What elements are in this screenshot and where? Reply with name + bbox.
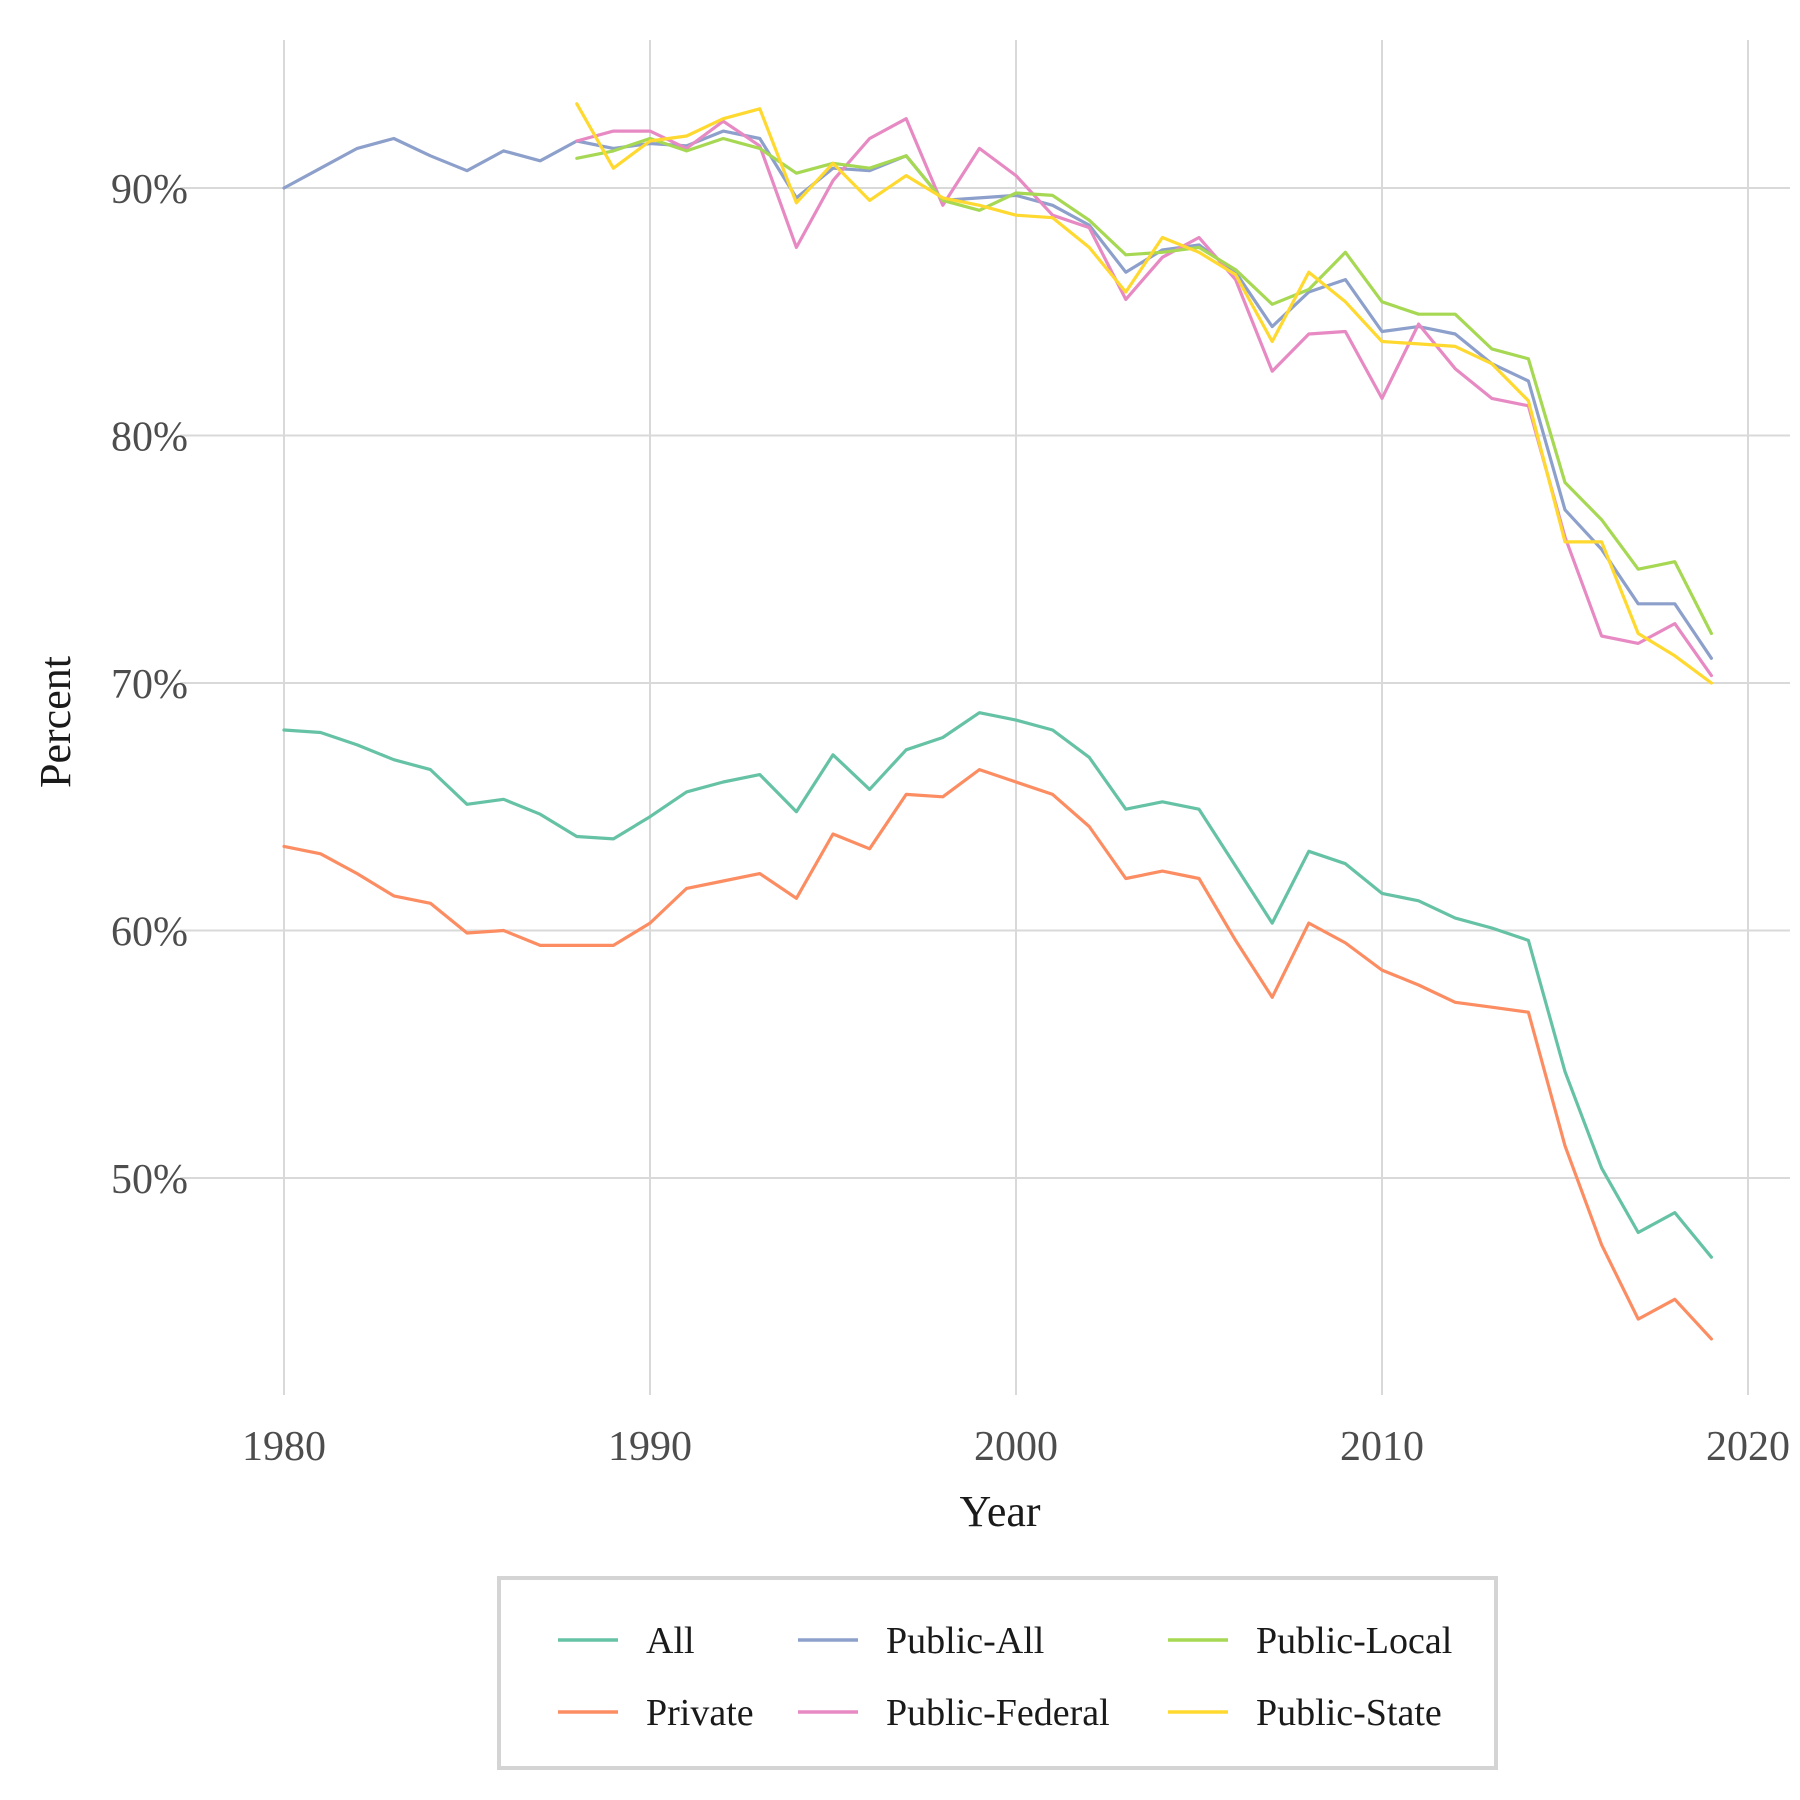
legend-label-public-federal: Public-Federal: [886, 1692, 1110, 1734]
tick-layer: 1980 1990 2000 2010 2020 50% 60% 70% 80% 90%: [111, 167, 1790, 1470]
legend-item-public-state: Public-State: [1168, 1692, 1442, 1734]
y-tick-label-70: 70%: [111, 662, 188, 708]
legend-item-public-local: Public-Local: [1168, 1620, 1452, 1662]
y-tick-label-60: 60%: [111, 910, 188, 956]
legend-label-public-all: Public-All: [886, 1620, 1044, 1662]
series-line-public-state: [575, 102, 1714, 685]
series-line-all: [282, 711, 1714, 1259]
x-tick-label-2010: 2010: [1340, 1424, 1424, 1470]
x-axis-title: Year: [959, 1487, 1040, 1536]
legend-label-public-state: Public-State: [1256, 1692, 1442, 1734]
y-tick-label-50: 50%: [111, 1157, 188, 1203]
legend-box: [497, 1576, 1498, 1770]
y-tick-label-80: 80%: [111, 415, 188, 461]
grid-layer: [180, 40, 1790, 1395]
series-layer: [282, 102, 1714, 1341]
legend: All Private Public-All Public-Federal Public…: [497, 1576, 1498, 1770]
legend-item-public-all: Public-All: [798, 1620, 1044, 1662]
legend-label-all: All: [646, 1620, 695, 1662]
x-tick-label-2000: 2000: [974, 1424, 1058, 1470]
legend-item-all: All: [558, 1620, 695, 1662]
x-tick-label-1990: 1990: [608, 1424, 692, 1470]
series-line-public-local: [575, 136, 1714, 636]
series-line-public-all: [282, 129, 1714, 660]
series-line-public-federal: [575, 117, 1714, 678]
x-tick-label-2020: 2020: [1706, 1424, 1790, 1470]
legend-item-public-federal: Public-Federal: [798, 1692, 1110, 1734]
legend-item-private: Private: [558, 1692, 754, 1734]
series-line-private: [282, 767, 1714, 1341]
legend-items: All Private Public-All Public-Federal Public…: [558, 1620, 1452, 1734]
x-tick-label-1980: 1980: [242, 1424, 326, 1470]
y-tick-label-90: 90%: [111, 167, 188, 213]
y-axis-title: Percent: [31, 656, 80, 788]
legend-label-public-local: Public-Local: [1256, 1620, 1452, 1662]
legend-label-private: Private: [646, 1692, 754, 1734]
